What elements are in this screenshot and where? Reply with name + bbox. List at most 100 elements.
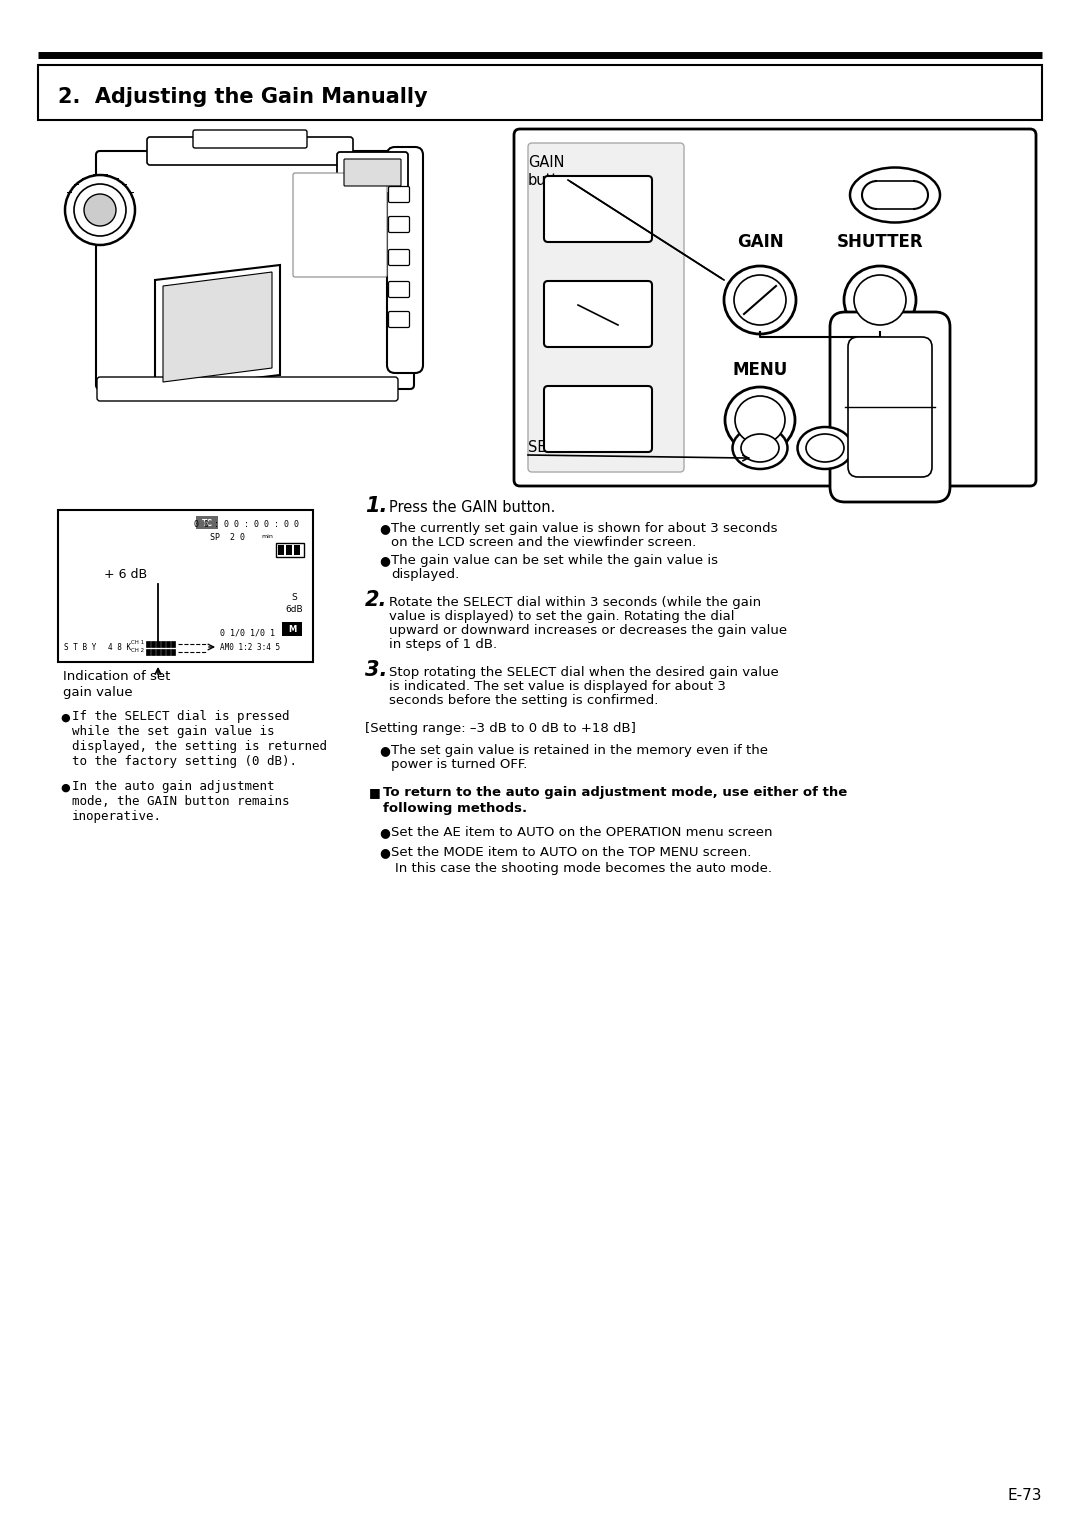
Text: gain value: gain value bbox=[63, 687, 133, 699]
Text: In the auto gain adjustment: In the auto gain adjustment bbox=[72, 780, 274, 794]
Text: GAIN: GAIN bbox=[737, 232, 783, 251]
Text: To return to the auto gain adjustment mode, use either of the: To return to the auto gain adjustment mo… bbox=[383, 786, 847, 800]
Text: is indicated. The set value is displayed for about 3: is indicated. The set value is displayed… bbox=[389, 680, 726, 693]
Text: The set gain value is retained in the memory even if the: The set gain value is retained in the me… bbox=[391, 745, 768, 757]
Text: ●: ● bbox=[379, 521, 390, 535]
Text: 0 0 : 0 0 : 0 0 : 0 0: 0 0 : 0 0 : 0 0 : 0 0 bbox=[193, 520, 298, 529]
Text: TC: TC bbox=[202, 518, 213, 528]
Text: following methods.: following methods. bbox=[383, 803, 527, 815]
Text: mode, the GAIN button remains: mode, the GAIN button remains bbox=[72, 795, 289, 807]
Text: on the LCD screen and the viewfinder screen.: on the LCD screen and the viewfinder scr… bbox=[391, 537, 697, 549]
Text: If the SELECT dial is pressed: If the SELECT dial is pressed bbox=[72, 709, 289, 723]
Bar bbox=[58, 511, 313, 662]
Ellipse shape bbox=[843, 266, 916, 333]
Text: displayed.: displayed. bbox=[391, 567, 459, 581]
Text: 1.: 1. bbox=[365, 495, 388, 515]
Bar bbox=[294, 544, 300, 555]
Bar bbox=[156, 648, 160, 654]
Ellipse shape bbox=[84, 194, 116, 226]
Text: min: min bbox=[261, 534, 273, 540]
Text: power is turned OFF.: power is turned OFF. bbox=[391, 758, 527, 771]
Text: ●: ● bbox=[379, 553, 390, 567]
Text: MENU: MENU bbox=[732, 361, 787, 379]
FancyBboxPatch shape bbox=[544, 385, 652, 453]
Text: upward or downward increases or decreases the gain value: upward or downward increases or decrease… bbox=[389, 624, 787, 638]
FancyBboxPatch shape bbox=[195, 515, 218, 529]
FancyBboxPatch shape bbox=[97, 378, 399, 401]
FancyBboxPatch shape bbox=[514, 128, 1036, 486]
Text: The gain value can be set while the gain value is: The gain value can be set while the gain… bbox=[391, 553, 718, 567]
Bar bbox=[146, 641, 150, 647]
Text: + 6 dB: + 6 dB bbox=[105, 567, 148, 581]
Text: ●: ● bbox=[379, 846, 390, 859]
FancyBboxPatch shape bbox=[387, 147, 423, 373]
Bar bbox=[166, 641, 170, 647]
Text: SP  2 0: SP 2 0 bbox=[211, 534, 245, 541]
Text: 6dB: 6dB bbox=[285, 605, 302, 615]
FancyBboxPatch shape bbox=[528, 144, 684, 472]
Text: ■: ■ bbox=[369, 786, 381, 800]
Text: S T B Y: S T B Y bbox=[64, 644, 96, 651]
Ellipse shape bbox=[732, 427, 787, 469]
Ellipse shape bbox=[806, 434, 843, 462]
Text: ●: ● bbox=[379, 745, 390, 757]
FancyBboxPatch shape bbox=[848, 336, 932, 477]
Text: button: button bbox=[528, 173, 577, 188]
FancyBboxPatch shape bbox=[544, 281, 652, 347]
Text: while the set gain value is: while the set gain value is bbox=[72, 725, 274, 739]
Ellipse shape bbox=[724, 266, 796, 333]
Ellipse shape bbox=[854, 275, 906, 326]
Text: Set the MODE item to AUTO on the TOP MENU screen.: Set the MODE item to AUTO on the TOP MEN… bbox=[391, 846, 752, 859]
Bar bbox=[161, 641, 165, 647]
Ellipse shape bbox=[850, 168, 940, 223]
Text: Stop rotating the SELECT dial when the desired gain value: Stop rotating the SELECT dial when the d… bbox=[389, 667, 779, 679]
Text: CH 1: CH 1 bbox=[131, 641, 144, 645]
Text: inoperative.: inoperative. bbox=[72, 810, 162, 823]
Text: CH 2: CH 2 bbox=[131, 648, 144, 653]
Text: [Setting range: –3 dB to 0 dB to +18 dB]: [Setting range: –3 dB to 0 dB to +18 dB] bbox=[365, 722, 636, 735]
Text: 0 1/0 1/0 1: 0 1/0 1/0 1 bbox=[220, 628, 275, 638]
Text: AM0 1:2 3:4 5: AM0 1:2 3:4 5 bbox=[220, 644, 280, 651]
Bar bbox=[146, 648, 150, 654]
Text: 4 8 K: 4 8 K bbox=[108, 644, 131, 651]
Bar bbox=[171, 641, 175, 647]
Bar bbox=[286, 544, 292, 555]
FancyBboxPatch shape bbox=[293, 173, 387, 277]
Text: Rotate the SELECT dial within 3 seconds (while the gain: Rotate the SELECT dial within 3 seconds … bbox=[389, 596, 761, 609]
FancyBboxPatch shape bbox=[389, 312, 409, 327]
Text: M: M bbox=[288, 625, 296, 635]
FancyBboxPatch shape bbox=[389, 187, 409, 202]
Text: S: S bbox=[292, 593, 297, 602]
Ellipse shape bbox=[735, 396, 785, 443]
Text: displayed, the setting is returned: displayed, the setting is returned bbox=[72, 740, 327, 752]
Ellipse shape bbox=[725, 387, 795, 453]
FancyBboxPatch shape bbox=[389, 281, 409, 298]
Ellipse shape bbox=[797, 427, 852, 469]
Text: 2.  Adjusting the Gain Manually: 2. Adjusting the Gain Manually bbox=[58, 87, 428, 107]
Ellipse shape bbox=[741, 434, 779, 462]
Polygon shape bbox=[156, 265, 280, 390]
Bar bbox=[161, 648, 165, 654]
Bar bbox=[276, 543, 303, 557]
FancyBboxPatch shape bbox=[831, 312, 950, 502]
Bar bbox=[278, 544, 284, 555]
FancyBboxPatch shape bbox=[96, 151, 414, 388]
Text: 2.: 2. bbox=[365, 590, 388, 610]
FancyBboxPatch shape bbox=[389, 217, 409, 232]
Text: GAIN: GAIN bbox=[528, 154, 565, 170]
Text: to the factory setting (0 dB).: to the factory setting (0 dB). bbox=[72, 755, 297, 768]
Ellipse shape bbox=[65, 174, 135, 245]
Ellipse shape bbox=[75, 183, 126, 235]
Bar bbox=[171, 648, 175, 654]
Bar bbox=[156, 641, 160, 647]
Bar bbox=[151, 648, 156, 654]
Text: In this case the shooting mode becomes the auto mode.: In this case the shooting mode becomes t… bbox=[395, 862, 772, 875]
Polygon shape bbox=[163, 272, 272, 382]
Text: ●: ● bbox=[60, 713, 70, 723]
Bar bbox=[151, 641, 156, 647]
Text: 3.: 3. bbox=[365, 661, 388, 680]
Text: ●: ● bbox=[379, 826, 390, 839]
FancyBboxPatch shape bbox=[389, 249, 409, 266]
Text: Indication of set: Indication of set bbox=[63, 670, 171, 683]
FancyBboxPatch shape bbox=[147, 138, 353, 165]
